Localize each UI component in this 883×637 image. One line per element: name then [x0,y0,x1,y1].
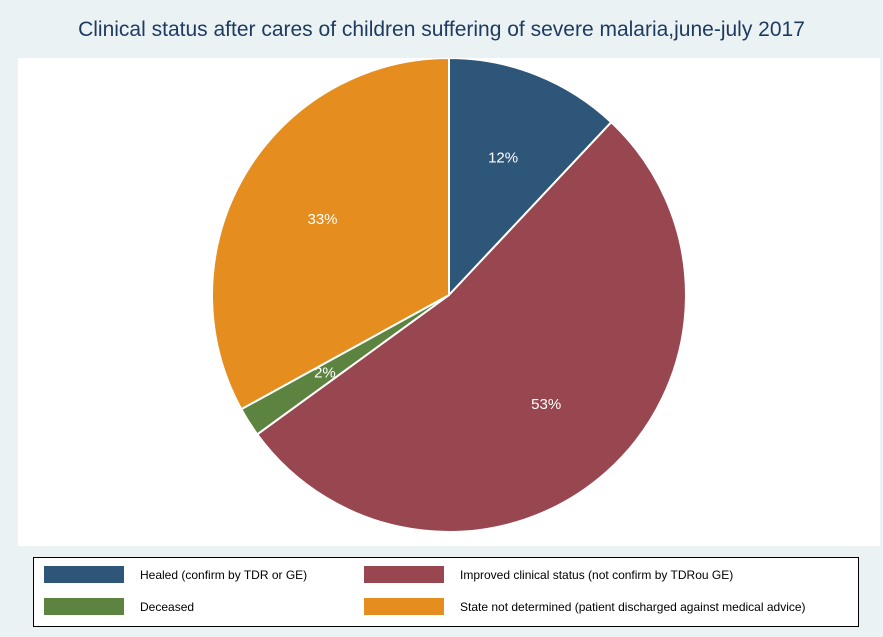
legend-swatch-not-determined [364,598,444,615]
legend-item-deceased: Deceased [44,598,194,615]
pie-label-healed: 12% [488,149,518,166]
plot-area: 12% 53% 2% 33% [18,58,880,546]
legend-item-improved: Improved clinical status (not confirm by… [364,566,733,583]
legend-label-healed: Healed (confirm by TDR or GE) [140,567,308,582]
legend-swatch-deceased [44,598,124,615]
chart-title: Clinical status after cares of children … [78,18,805,41]
legend-item-not-determined: State not determined (patient discharged… [364,598,806,615]
legend-label-deceased: Deceased [140,599,195,614]
pie-label-deceased: 2% [314,365,336,382]
legend-swatch-healed [44,566,124,583]
pie-label-not-determined: 33% [308,211,338,228]
pie-slice-not-determined [211,58,450,411]
pie-label-improved: 53% [531,396,561,413]
legend-label-improved: Improved clinical status (not confirm by… [460,567,734,582]
legend: Healed (confirm by TDR or GE) Improved c… [33,557,859,627]
legend-item-healed: Healed (confirm by TDR or GE) [44,566,307,583]
pie-slice-improved [255,120,687,533]
legend-label-not-determined: State not determined (patient discharged… [460,599,806,614]
pie-chart: 12% 53% 2% 33% [211,58,687,533]
pie-slice-healed [448,58,613,298]
legend-swatch-improved [364,566,444,583]
